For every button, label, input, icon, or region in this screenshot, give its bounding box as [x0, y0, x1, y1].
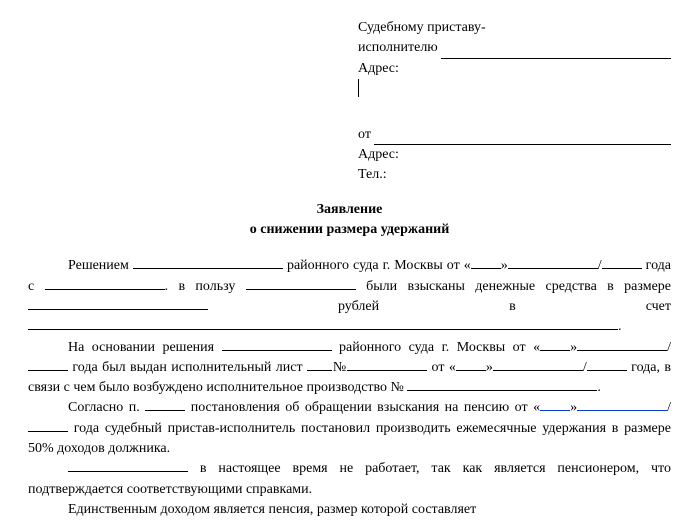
writ-date-month-field[interactable]: [493, 370, 583, 371]
doc-title-line1: Заявление: [28, 200, 671, 220]
writ-series-field[interactable]: [307, 370, 332, 371]
creditor-field[interactable]: [246, 289, 356, 290]
court-name-field-2[interactable]: [222, 350, 332, 351]
recipient-block: Судебному приставу- исполнителю Адрес:: [358, 18, 671, 97]
recipient-line2: исполнителю: [358, 38, 438, 58]
text-cursor: [358, 79, 359, 97]
clause-number-field[interactable]: [145, 410, 185, 411]
amount-field[interactable]: [28, 309, 208, 310]
writ-date-day-field[interactable]: [456, 370, 486, 371]
paragraph-5: Единственным доходом является пенсия, ра…: [28, 500, 671, 520]
writ-number-field[interactable]: [347, 370, 427, 371]
date-day-field[interactable]: [471, 268, 501, 269]
date-month-field[interactable]: [508, 268, 598, 269]
date-day-field-2[interactable]: [540, 350, 570, 351]
date-month-field-2[interactable]: [577, 350, 667, 351]
sender-block: от Адрес: Тел.:: [358, 125, 671, 186]
order-date-day-field[interactable]: [540, 410, 570, 411]
recipient-address-label: Адрес:: [358, 59, 399, 79]
date-year-field-2[interactable]: [28, 370, 68, 371]
sender-address-label: Адрес:: [358, 145, 399, 165]
date-year-field[interactable]: [602, 268, 642, 269]
proceeding-number-field[interactable]: [407, 390, 597, 391]
paragraph-3: Согласно п. постановления об обращении в…: [28, 398, 671, 459]
paragraph-2: На основании решения районного суда г. М…: [28, 338, 671, 399]
order-date-year-field[interactable]: [28, 431, 68, 432]
order-date-month-field[interactable]: [577, 410, 667, 411]
from-label: от: [358, 125, 371, 145]
recipient-name-field[interactable]: [441, 45, 671, 59]
paragraph-4: в настоящее время не работает, так как я…: [28, 459, 671, 500]
purpose-field[interactable]: [28, 329, 618, 330]
debtor-name-field[interactable]: [68, 471, 188, 472]
doc-title-line2: о снижении размера удержаний: [28, 220, 671, 240]
recipient-line1: Судебному приставу-: [358, 18, 486, 38]
writ-date-year-field[interactable]: [587, 370, 627, 371]
paragraph-1: Решением районного суда г. Москвы от «»/…: [28, 256, 671, 337]
court-name-field[interactable]: [133, 268, 283, 269]
sender-name-field[interactable]: [374, 131, 671, 145]
debtor-field[interactable]: [45, 289, 165, 290]
sender-phone-label: Тел.:: [358, 165, 387, 185]
document-body: Решением районного суда г. Москвы от «»/…: [28, 256, 671, 520]
